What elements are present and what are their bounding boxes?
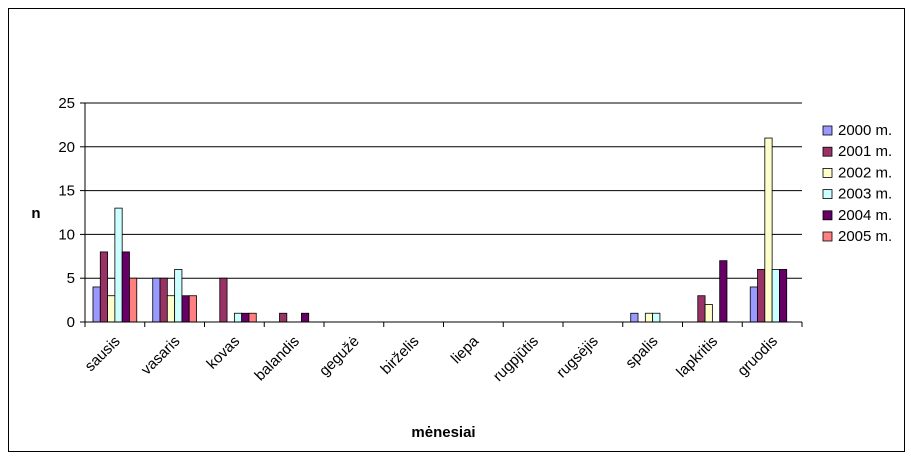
legend-label: 2004 m. xyxy=(838,207,892,224)
chart-frame: 0 5 10 15 20 25 sausis vasaris kovas balandis gegu… xyxy=(8,8,905,452)
legend-swatch xyxy=(822,210,833,221)
bar xyxy=(764,137,773,323)
legend-swatch xyxy=(822,167,833,178)
legend-swatch xyxy=(822,125,833,136)
legend-label: 2005 m. xyxy=(838,228,892,245)
bar xyxy=(771,269,780,323)
x-tick-label: spalis xyxy=(622,333,661,372)
y-tick-label: 15 xyxy=(58,183,75,200)
y-tick-label: 5 xyxy=(67,270,75,287)
bar xyxy=(241,312,250,323)
bar xyxy=(652,312,661,323)
x-tick-label: rugpjūtis xyxy=(490,333,542,385)
y-tick-label: 0 xyxy=(67,314,75,331)
bar xyxy=(121,251,130,323)
bar xyxy=(166,295,176,323)
legend-swatch xyxy=(822,231,833,242)
x-tick-label: vasaris xyxy=(138,333,184,379)
bar xyxy=(114,207,123,323)
x-tick-label: rugsėjis xyxy=(553,333,602,382)
legend-swatch xyxy=(822,189,833,200)
legend-label: 2002 m. xyxy=(838,164,892,181)
y-tick-label: 20 xyxy=(58,139,75,156)
bar xyxy=(152,277,161,323)
bar xyxy=(301,312,310,323)
bar xyxy=(181,295,190,323)
bar xyxy=(219,277,228,323)
bar xyxy=(279,312,288,323)
x-tick-label: balandis xyxy=(251,333,303,385)
bar xyxy=(644,312,654,323)
x-tick-label: lapkritis xyxy=(673,333,721,381)
bar xyxy=(129,277,138,323)
y-tick-label: 10 xyxy=(58,226,75,243)
y-axis-title: n xyxy=(31,205,40,222)
legend-label: 2001 m. xyxy=(838,143,892,160)
x-axis-title: mėnesiai xyxy=(411,424,475,441)
x-tick-label: gegužė xyxy=(316,333,363,380)
bar xyxy=(779,269,788,323)
bar xyxy=(174,269,183,323)
bar xyxy=(719,260,728,323)
x-tick-label: birželis xyxy=(377,333,422,378)
x-tick-label: gruodis xyxy=(734,333,781,380)
bar xyxy=(749,286,758,323)
legend-label: 2000 m. xyxy=(838,122,892,139)
bar xyxy=(704,304,713,323)
bar xyxy=(99,251,108,323)
bar xyxy=(188,295,197,323)
bar xyxy=(107,295,116,323)
bar xyxy=(92,286,101,323)
bar xyxy=(630,312,639,323)
legend-label: 2003 m. xyxy=(838,186,892,203)
x-tick-label: kovas xyxy=(203,333,243,373)
y-tick-label: 25 xyxy=(58,95,75,112)
bar xyxy=(757,269,766,323)
legend-swatch xyxy=(822,146,833,157)
chart-canvas: 0 5 10 15 20 25 sausis vasaris kovas balandis gegu… xyxy=(31,95,892,441)
bar xyxy=(159,277,168,323)
bar xyxy=(248,312,257,323)
bar xyxy=(697,295,706,323)
x-tick-label: sausis xyxy=(82,333,124,375)
x-tick-label: liepa xyxy=(448,332,483,367)
bar xyxy=(233,312,243,323)
